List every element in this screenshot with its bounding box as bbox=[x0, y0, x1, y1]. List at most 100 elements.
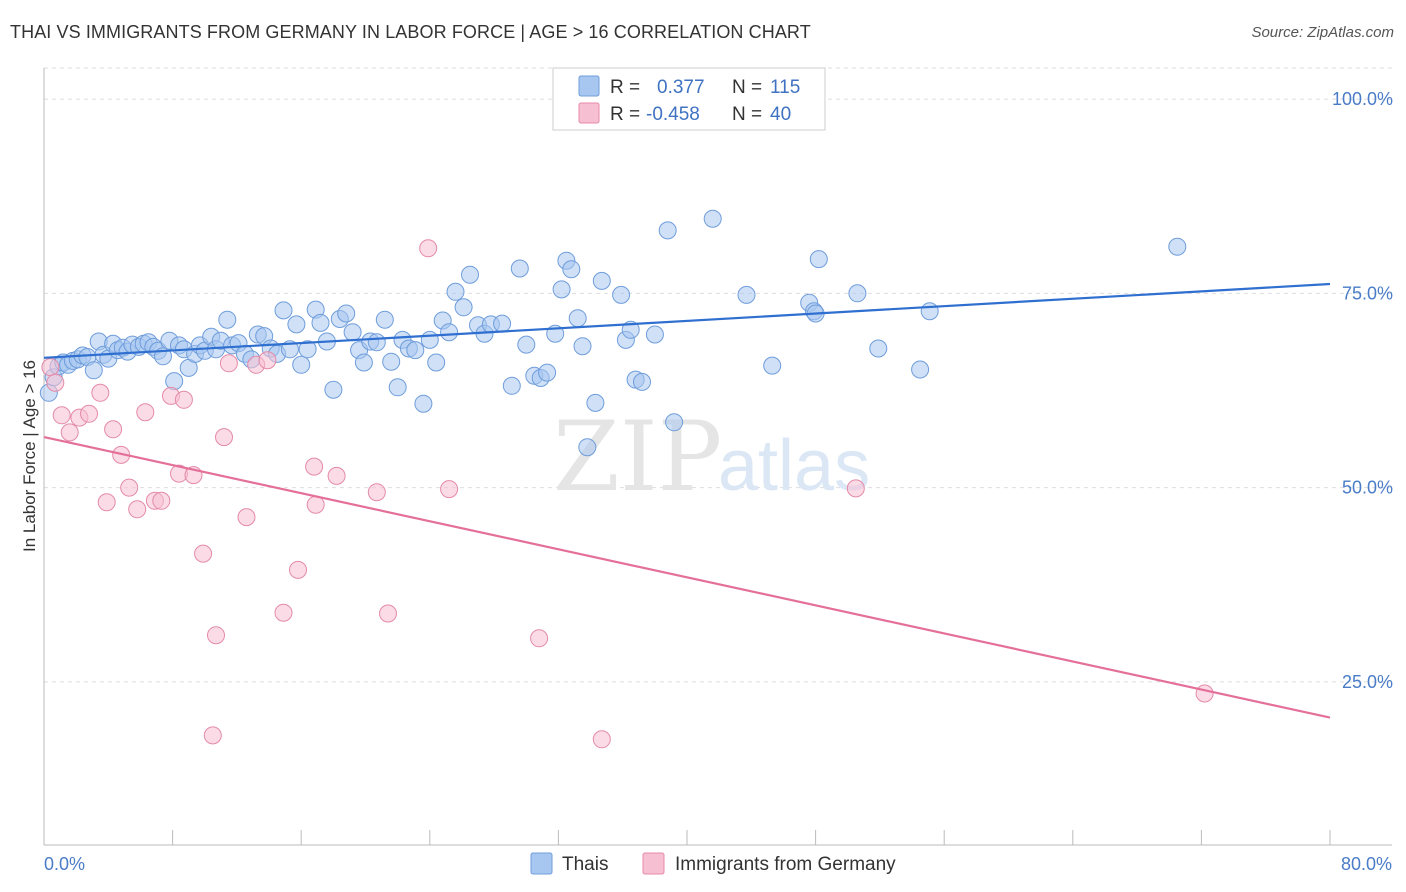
x-tick-label-max: 80.0% bbox=[1341, 854, 1392, 874]
thais-point bbox=[568, 309, 587, 328]
thais-point bbox=[218, 310, 237, 329]
thais-point bbox=[737, 285, 756, 304]
thais-point bbox=[911, 360, 930, 379]
germany-point bbox=[60, 423, 79, 442]
germany-point bbox=[440, 480, 459, 499]
thais-point bbox=[645, 325, 664, 344]
thais-point bbox=[703, 209, 722, 228]
thais-point bbox=[343, 323, 362, 342]
y-tick-label: 100.0% bbox=[1332, 89, 1393, 109]
bottom-legend: Thais Immigrants from Germany bbox=[530, 852, 896, 875]
germany-point bbox=[530, 629, 549, 648]
germany-point bbox=[305, 457, 324, 476]
thais-point bbox=[84, 361, 103, 380]
thais-point bbox=[367, 333, 386, 352]
legend-r-label: R = bbox=[610, 104, 640, 125]
bottom-legend-swatch-germany bbox=[642, 852, 665, 875]
thais-point bbox=[562, 260, 581, 279]
thais-point bbox=[869, 339, 888, 358]
germany-point bbox=[274, 603, 293, 622]
thais-point bbox=[440, 323, 459, 342]
y-tick-label: 50.0% bbox=[1342, 478, 1393, 498]
germany-point bbox=[41, 358, 60, 377]
germany-point bbox=[289, 560, 307, 579]
thais-point bbox=[493, 314, 512, 333]
thais-point bbox=[586, 393, 605, 412]
thais-point bbox=[406, 341, 425, 360]
thais-point bbox=[454, 298, 473, 317]
legend-r-label: R = bbox=[610, 77, 640, 98]
source-label: Source: ZipAtlas.com bbox=[1251, 24, 1394, 41]
grid-lines bbox=[44, 67, 1392, 683]
watermark-atlas: atlas bbox=[718, 426, 870, 506]
thais-point bbox=[552, 280, 571, 299]
thais-point bbox=[658, 221, 677, 240]
thais-point bbox=[337, 304, 356, 323]
thais-point bbox=[621, 320, 640, 339]
legend-swatch-thais bbox=[578, 75, 600, 97]
germany-point bbox=[219, 354, 238, 373]
thais-point bbox=[633, 372, 651, 391]
germany-point bbox=[237, 508, 256, 527]
thais-point bbox=[763, 356, 782, 375]
germany-point bbox=[846, 479, 865, 498]
bottom-legend-label-thais: Thais bbox=[562, 854, 608, 875]
thais-point bbox=[414, 394, 433, 413]
bottom-legend-label-germany: Immigrants from Germany bbox=[675, 854, 896, 875]
x-tick-label-min: 0.0% bbox=[44, 854, 85, 874]
germany-point bbox=[1195, 684, 1214, 703]
thais-point bbox=[538, 363, 557, 382]
y-axis-label: In Labor Force | Age > 16 bbox=[20, 360, 39, 552]
thais-point bbox=[665, 413, 684, 432]
germany-point bbox=[327, 466, 346, 485]
thais-point bbox=[502, 376, 521, 395]
germany-point bbox=[136, 403, 155, 422]
germany-point bbox=[104, 420, 123, 439]
germany-point bbox=[97, 493, 116, 512]
thais-point bbox=[517, 335, 536, 354]
thais-point bbox=[292, 355, 311, 374]
thais-point bbox=[382, 352, 401, 371]
legend-n-value: 40 bbox=[770, 104, 791, 125]
trend-lines bbox=[43, 282, 1331, 719]
germany-trend-line bbox=[43, 436, 1331, 719]
thais-point bbox=[1168, 237, 1187, 256]
thais-point bbox=[324, 380, 343, 399]
germany-point bbox=[52, 406, 71, 425]
germany-point bbox=[120, 478, 139, 497]
germany-point bbox=[379, 604, 397, 623]
germany-point bbox=[46, 373, 65, 392]
germany-point bbox=[367, 483, 386, 502]
germany-point bbox=[152, 491, 171, 510]
thais-point bbox=[354, 353, 373, 372]
watermark-zip: ZIP bbox=[553, 401, 722, 513]
y-tick-label: 75.0% bbox=[1342, 283, 1393, 303]
thais-point bbox=[427, 353, 446, 372]
legend: R = 0.377 N = 115 R = -0.458 N = 40 bbox=[552, 67, 826, 131]
watermark: ZIP atlas bbox=[553, 401, 870, 513]
germany-point bbox=[80, 404, 98, 423]
germany-point bbox=[419, 239, 438, 258]
thais-point bbox=[311, 313, 330, 332]
legend-r-value: -0.458 bbox=[646, 104, 700, 125]
thais-point bbox=[612, 285, 631, 304]
legend-swatch-germany bbox=[578, 102, 600, 124]
germany-point bbox=[215, 428, 233, 447]
thais-point bbox=[592, 271, 611, 290]
thais-point bbox=[578, 438, 597, 457]
germany-point bbox=[203, 726, 222, 745]
germany-point bbox=[207, 626, 225, 645]
thais-point bbox=[388, 378, 407, 397]
germany-point bbox=[194, 544, 213, 563]
thais-point bbox=[809, 250, 828, 269]
thais-point bbox=[573, 337, 592, 356]
legend-r-value: 0.377 bbox=[657, 77, 705, 98]
thais-point bbox=[446, 282, 465, 301]
chart-title: THAI VS IMMIGRANTS FROM GERMANY IN LABOR… bbox=[10, 22, 811, 42]
y-tick-label: 25.0% bbox=[1342, 672, 1393, 692]
thais-point bbox=[461, 265, 479, 284]
germany-point bbox=[174, 390, 193, 409]
legend-n-value: 115 bbox=[770, 77, 800, 98]
thais-point bbox=[274, 301, 293, 320]
thais-point bbox=[920, 302, 939, 321]
